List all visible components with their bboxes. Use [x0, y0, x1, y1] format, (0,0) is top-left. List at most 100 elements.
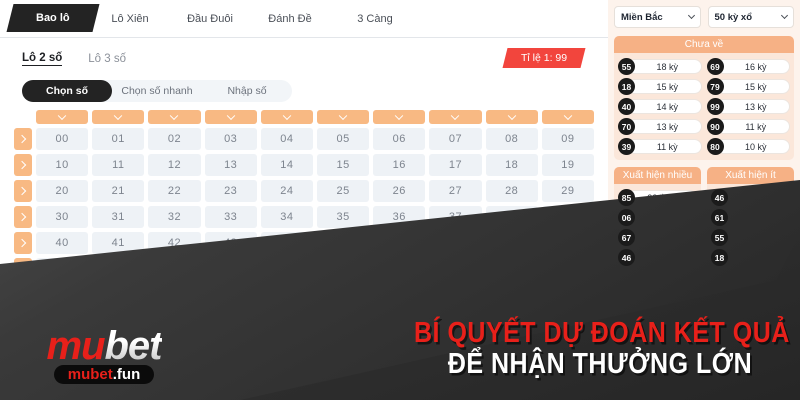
- number-cell[interactable]: 51: [92, 258, 145, 280]
- grid-column-toggle-6[interactable]: [373, 110, 426, 124]
- number-cell[interactable]: 16: [373, 154, 426, 176]
- number-cell[interactable]: 24: [260, 180, 313, 202]
- grid-column-toggle-7[interactable]: [429, 110, 482, 124]
- sub-tab-1[interactable]: Lô 3 số: [88, 53, 126, 65]
- top-tab-0[interactable]: Bao lô: [6, 4, 100, 32]
- number-cell[interactable]: 00: [36, 128, 89, 150]
- number-cell[interactable]: 23: [204, 180, 257, 202]
- mode-pill-2[interactable]: Nhập số: [227, 85, 267, 97]
- number-cell[interactable]: 49: [541, 232, 594, 254]
- number-cell[interactable]: 56: [373, 258, 426, 280]
- chua-ve-item[interactable]: 55 18 kỳ: [618, 58, 702, 75]
- number-cell[interactable]: 92: [148, 362, 201, 384]
- number-cell[interactable]: 94: [260, 362, 313, 384]
- number-cell[interactable]: 07: [429, 128, 482, 150]
- number-cell[interactable]: 32: [148, 206, 201, 228]
- number-cell[interactable]: 89: [541, 336, 594, 358]
- number-cell[interactable]: 44: [260, 232, 313, 254]
- number-cell[interactable]: 10: [36, 154, 89, 176]
- xuat-hien-nhieu-item[interactable]: 46 20 lần ↑3: [618, 249, 697, 266]
- region-select[interactable]: Miền Bắc: [614, 6, 701, 28]
- number-cell[interactable]: 84: [260, 336, 313, 358]
- number-cell[interactable]: 90: [36, 362, 89, 384]
- number-cell[interactable]: 60: [36, 284, 89, 306]
- number-cell[interactable]: 39: [541, 206, 594, 228]
- number-cell[interactable]: 83: [204, 336, 257, 358]
- number-cell[interactable]: 99: [541, 362, 594, 384]
- grid-row-toggle-1[interactable]: [14, 154, 32, 176]
- number-cell[interactable]: 03: [204, 128, 257, 150]
- number-cell[interactable]: 97: [429, 362, 482, 384]
- number-cell[interactable]: 43: [204, 232, 257, 254]
- chua-ve-item[interactable]: 79 15 kỳ: [706, 78, 790, 95]
- number-cell[interactable]: 37: [429, 206, 482, 228]
- number-cell[interactable]: 86: [373, 336, 426, 358]
- number-cell[interactable]: 18: [485, 154, 538, 176]
- grid-column-toggle-5[interactable]: [317, 110, 370, 124]
- number-cell[interactable]: 98: [485, 362, 538, 384]
- number-cell[interactable]: 15: [317, 154, 370, 176]
- number-cell[interactable]: 54: [260, 258, 313, 280]
- number-cell[interactable]: 66: [373, 284, 426, 306]
- number-cell[interactable]: 04: [260, 128, 313, 150]
- number-cell[interactable]: 11: [92, 154, 145, 176]
- number-cell[interactable]: 19: [541, 154, 594, 176]
- number-cell[interactable]: 25: [317, 180, 370, 202]
- number-cell[interactable]: 53: [204, 258, 257, 280]
- grid-row-toggle-9[interactable]: [14, 362, 32, 384]
- number-cell[interactable]: 31: [92, 206, 145, 228]
- grid-column-toggle-3[interactable]: [204, 110, 257, 124]
- grid-row-toggle-2[interactable]: [14, 180, 32, 202]
- grid-column-toggle-8[interactable]: [485, 110, 538, 124]
- number-cell[interactable]: 26: [373, 180, 426, 202]
- number-cell[interactable]: 29: [541, 180, 594, 202]
- number-cell[interactable]: 85: [317, 336, 370, 358]
- number-cell[interactable]: 55: [317, 258, 370, 280]
- number-cell[interactable]: 96: [373, 362, 426, 384]
- number-cell[interactable]: 20: [36, 180, 89, 202]
- xuat-hien-it-item[interactable]: 46 9 lần ↓1: [711, 189, 790, 206]
- number-cell[interactable]: 06: [373, 128, 426, 150]
- number-cell[interactable]: 72: [148, 310, 201, 332]
- number-cell[interactable]: 73: [204, 310, 257, 332]
- number-cell[interactable]: 38: [485, 206, 538, 228]
- period-select[interactable]: 50 kỳ xổ: [707, 6, 794, 28]
- number-cell[interactable]: 79: [541, 310, 594, 332]
- number-cell[interactable]: 40: [36, 232, 89, 254]
- xuat-hien-it-item[interactable]: 18 8 lần ↓1: [711, 249, 790, 266]
- number-cell[interactable]: 63: [204, 284, 257, 306]
- chua-ve-item[interactable]: 40 14 kỳ: [618, 98, 702, 115]
- number-cell[interactable]: 69: [541, 284, 594, 306]
- grid-row-toggle-8[interactable]: [14, 336, 32, 358]
- xuat-hien-nhieu-item[interactable]: 85 22 lần ↑9: [618, 189, 697, 206]
- number-cell[interactable]: 36: [373, 206, 426, 228]
- number-cell[interactable]: 01: [92, 128, 145, 150]
- number-cell[interactable]: 64: [260, 284, 313, 306]
- number-cell[interactable]: 35: [317, 206, 370, 228]
- xuat-hien-nhieu-item[interactable]: 67 21 lần ↑8: [618, 229, 697, 246]
- grid-column-toggle-4[interactable]: [260, 110, 313, 124]
- number-cell[interactable]: 76: [373, 310, 426, 332]
- number-cell[interactable]: 68: [485, 284, 538, 306]
- number-cell[interactable]: 12: [148, 154, 201, 176]
- number-cell[interactable]: 28: [485, 180, 538, 202]
- grid-column-toggle-9[interactable]: [541, 110, 594, 124]
- chua-ve-item[interactable]: 39 11 kỳ: [618, 138, 702, 155]
- chua-ve-item[interactable]: 80 10 kỳ: [706, 138, 790, 155]
- number-cell[interactable]: 48: [485, 232, 538, 254]
- number-cell[interactable]: 02: [148, 128, 201, 150]
- chua-ve-item[interactable]: 99 13 kỳ: [706, 98, 790, 115]
- chua-ve-item[interactable]: 69 16 kỳ: [706, 58, 790, 75]
- number-cell[interactable]: 81: [92, 336, 145, 358]
- number-cell[interactable]: 22: [148, 180, 201, 202]
- number-cell[interactable]: 71: [92, 310, 145, 332]
- number-cell[interactable]: 42: [148, 232, 201, 254]
- grid-row-toggle-6[interactable]: [14, 284, 32, 306]
- number-cell[interactable]: 05: [317, 128, 370, 150]
- top-tab-3[interactable]: Đánh Đề: [255, 6, 325, 32]
- chua-ve-item[interactable]: 90 11 kỳ: [706, 118, 790, 135]
- number-cell[interactable]: 09: [541, 128, 594, 150]
- grid-row-toggle-5[interactable]: [14, 258, 32, 280]
- number-cell[interactable]: 70: [36, 310, 89, 332]
- number-cell[interactable]: 75: [317, 310, 370, 332]
